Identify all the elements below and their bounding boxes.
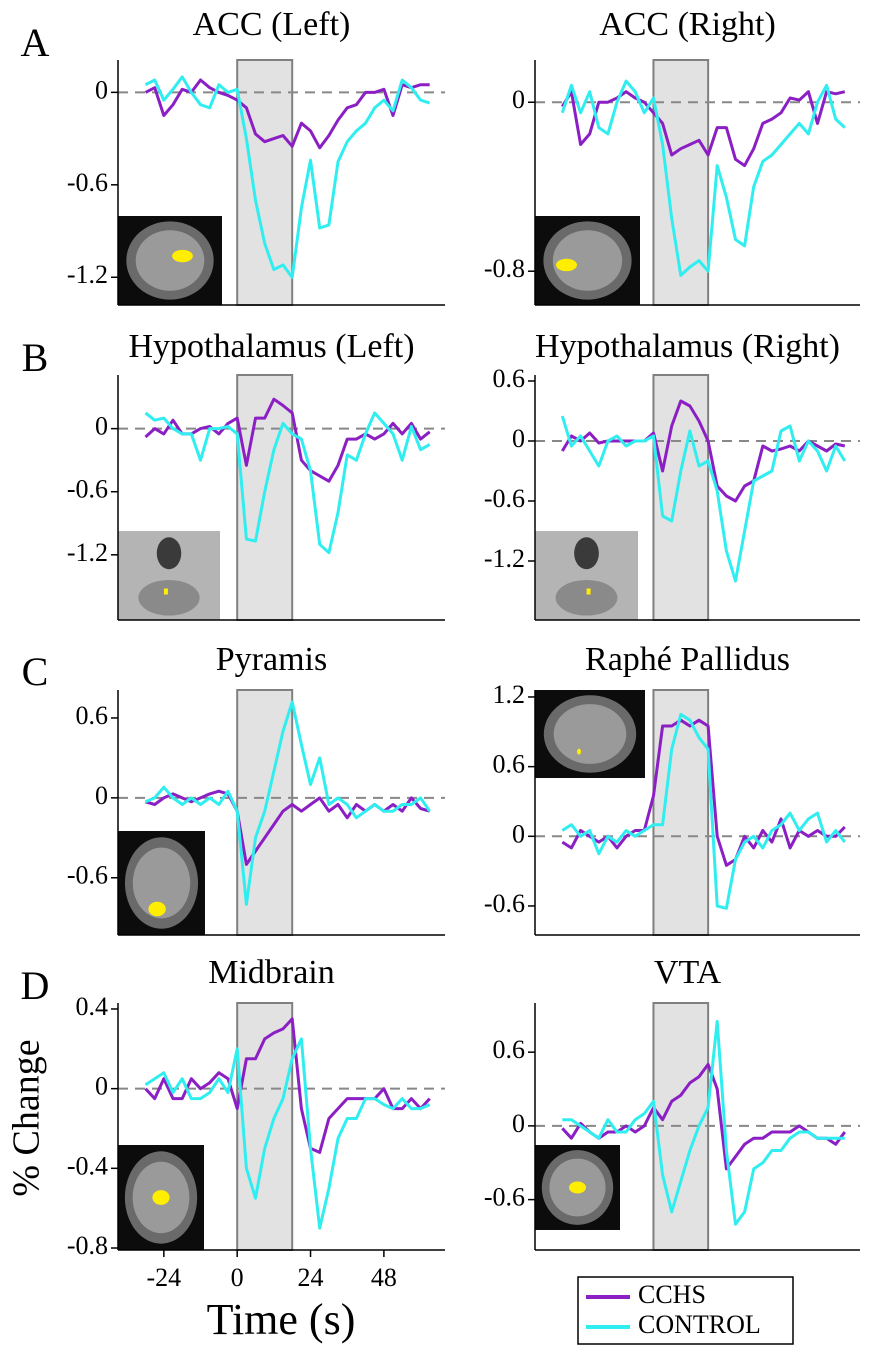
panel: Raphé Pallidus 1.2 0.6 0 -0.6 xyxy=(484,641,860,935)
panel: VTA 0.6 0 -0.6 xyxy=(484,954,860,1250)
inset-image xyxy=(138,580,199,616)
panel-title: ACC (Right) xyxy=(599,6,776,43)
x-tick-label: 0 xyxy=(231,1263,244,1292)
y-tick-label: 0.6 xyxy=(493,1035,526,1064)
x-tick-label: 48 xyxy=(371,1263,397,1292)
inset-image xyxy=(556,580,618,616)
inset-highlight xyxy=(556,259,577,271)
panel: ACC (Right) 0 -0.8 xyxy=(484,6,860,305)
y-tick-label: -0.6 xyxy=(67,475,108,504)
x-tick-label: -24 xyxy=(147,1263,182,1292)
y-tick-label: -0.4 xyxy=(67,1151,108,1180)
y-tick-label: 0 xyxy=(95,1072,108,1101)
legend-label: CONTROL xyxy=(638,1310,761,1339)
inset-highlight xyxy=(172,250,193,262)
panel-title: VTA xyxy=(654,954,722,991)
inset-image xyxy=(136,230,205,291)
inset-image xyxy=(157,537,181,569)
inset-image xyxy=(574,537,599,569)
y-tick-label: 0.6 xyxy=(493,364,526,393)
y-tick-label: 0 xyxy=(512,819,525,848)
y-tick-label: 0.6 xyxy=(76,701,109,730)
y-tick-label: -1.2 xyxy=(67,538,108,567)
y-tick-label: 0 xyxy=(512,424,525,453)
inset-highlight xyxy=(164,589,168,595)
panel: ACC (Left) 0 -0.6 -1.2 xyxy=(67,6,445,305)
y-tick-label: 0.4 xyxy=(76,992,109,1021)
panel-title: Raphé Pallidus xyxy=(585,641,790,678)
inset-image xyxy=(554,704,627,764)
panel: Hypothalamus (Right) 0.6 0 -0.6 -1.2 xyxy=(484,328,860,620)
panel-title: Midbrain xyxy=(208,954,335,991)
y-tick-label: 0 xyxy=(95,412,108,441)
panel-title: Hypothalamus (Left) xyxy=(128,328,414,365)
y-tick-label: -0.6 xyxy=(67,168,108,197)
panel-letter: A xyxy=(21,20,50,65)
y-tick-label: -0.6 xyxy=(484,889,525,918)
y-tick-label: 1.2 xyxy=(493,680,526,709)
panel-letter: B xyxy=(22,335,49,380)
y-tick-label: 0 xyxy=(512,85,525,114)
y-tick-label: 0.6 xyxy=(493,750,526,779)
inset-highlight xyxy=(587,589,591,595)
panel-title: Hypothalamus (Right) xyxy=(535,328,840,365)
panel-letter: D xyxy=(21,963,50,1008)
y-tick-label: -0.6 xyxy=(484,1183,525,1212)
panel: Hypothalamus (Left) 0 -0.6 -1.2 xyxy=(67,328,445,620)
y-axis-label: % Change xyxy=(6,1039,48,1196)
inset-highlight xyxy=(577,749,581,755)
panel-title: Pyramis xyxy=(216,641,327,678)
y-tick-label: 0 xyxy=(95,75,108,104)
panel: Midbrain 0.4 0 -0.4 -0.8 -24 0 24 48 xyxy=(67,954,445,1292)
panel-title: ACC (Left) xyxy=(193,6,351,43)
panel: Pyramis 0.6 0 -0.6 xyxy=(67,641,445,935)
panel-letter: C xyxy=(22,649,49,694)
y-tick-label: -1.2 xyxy=(67,260,108,289)
inset-highlight xyxy=(148,902,165,917)
figure: A B C D Time (s) % Change ACC (Left) 0 -0.… xyxy=(0,0,871,1351)
legend-label: CCHS xyxy=(638,1280,706,1309)
y-tick-label: 0 xyxy=(95,781,108,810)
y-tick-label: -0.6 xyxy=(484,484,525,513)
y-tick-label: -1.2 xyxy=(484,544,525,573)
y-tick-label: -0.6 xyxy=(67,861,108,890)
y-tick-label: -0.8 xyxy=(484,254,525,283)
inset-highlight xyxy=(152,1190,169,1205)
x-tick-label: 24 xyxy=(298,1263,324,1292)
y-tick-label: 0 xyxy=(512,1109,525,1138)
y-tick-label: -0.8 xyxy=(67,1231,108,1260)
x-axis-label: Time (s) xyxy=(207,1295,356,1344)
inset-highlight xyxy=(569,1182,586,1194)
